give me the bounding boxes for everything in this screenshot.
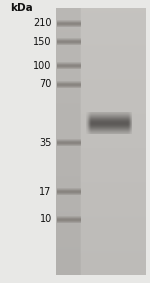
Text: kDa: kDa <box>10 3 32 13</box>
Text: 150: 150 <box>33 37 52 47</box>
Text: 100: 100 <box>33 61 52 71</box>
Text: 70: 70 <box>39 79 52 89</box>
Text: 35: 35 <box>39 138 52 148</box>
Text: 210: 210 <box>33 18 52 28</box>
Text: 17: 17 <box>39 187 52 197</box>
Text: 10: 10 <box>39 214 52 224</box>
